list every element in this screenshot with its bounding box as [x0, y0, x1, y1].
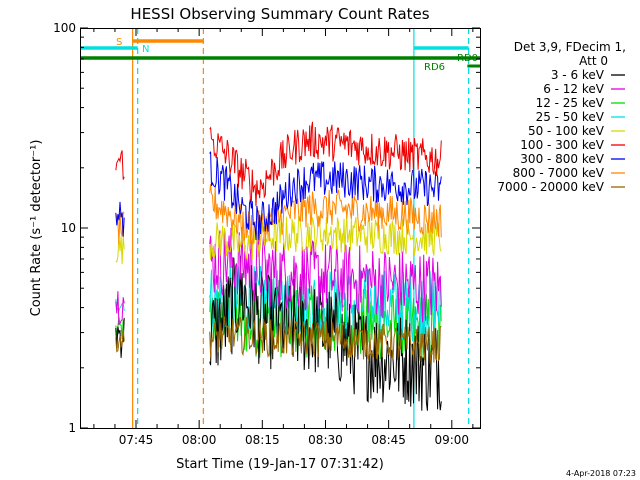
x-tick-label: 08:30 — [308, 433, 343, 447]
series-100-300keV — [115, 121, 442, 207]
series-main-segment — [209, 184, 442, 246]
y-tick-label: 100 — [53, 21, 76, 35]
axes: 07:45 08:00 08:15 08:30 08:45 09:00 1 10 100 — [53, 21, 480, 447]
x-axis-label: Start Time (19-Jan-17 07:31:42) — [176, 457, 384, 472]
legend-label: 7000 - 20000 keV — [497, 180, 604, 194]
state-label-RD6: RD6 — [424, 62, 445, 73]
legend-label: 100 - 300 keV — [520, 138, 604, 152]
y-tick-label: 10 — [61, 221, 76, 235]
series-main-segment — [209, 151, 442, 241]
state-label-S: S — [116, 37, 122, 48]
legend-label: 3 - 6 keV — [551, 68, 605, 82]
series-early-segment — [115, 317, 125, 358]
legend-label: 12 - 25 keV — [536, 96, 605, 110]
series-300-800keV — [115, 151, 442, 241]
series-main-segment — [209, 226, 442, 323]
series-main-segment — [209, 316, 442, 365]
state-label-RD0: RD0 — [457, 53, 478, 64]
series-early-segment — [115, 201, 125, 237]
series-early-segment — [115, 291, 125, 326]
legend-label: 50 - 100 keV — [528, 124, 605, 138]
legend-label: 800 - 7000 keV — [513, 166, 605, 180]
footer-date: 4-Apr-2018 07:23 — [566, 469, 636, 478]
x-tick-label: 07:45 — [119, 433, 154, 447]
legend-label: 300 - 800 keV — [520, 152, 604, 166]
legend-title-line2: Att 0 — [579, 54, 608, 68]
x-tick-label: 08:45 — [371, 433, 406, 447]
series-50-100keV — [115, 215, 442, 265]
state-label-N: N — [142, 44, 149, 55]
series-early-segment — [115, 150, 125, 180]
series-early-segment — [115, 234, 125, 265]
series-early-segment — [115, 328, 125, 353]
series-6-12keV — [115, 226, 442, 326]
x-tick-label: 09:00 — [434, 433, 469, 447]
legend-label: 6 - 12 keV — [543, 82, 605, 96]
x-tick-label: 08:00 — [182, 433, 217, 447]
x-tick-label: 08:15 — [245, 433, 280, 447]
y-tick-label: 1 — [68, 421, 76, 435]
series-7000-20000keV — [115, 316, 442, 365]
legend-label: 25 - 50 keV — [536, 110, 605, 124]
series-main-segment — [209, 121, 442, 207]
y-axis-label: Count Rate (s⁻¹ detector⁻¹) — [29, 140, 44, 317]
chart-title: HESSI Observing Summary Count Rates — [130, 5, 429, 23]
series-main-segment — [209, 215, 442, 261]
legend-title-line1: Det 3,9, FDecim 1, — [514, 40, 626, 54]
plot-area: S N RD0 RD6 — [80, 28, 480, 428]
